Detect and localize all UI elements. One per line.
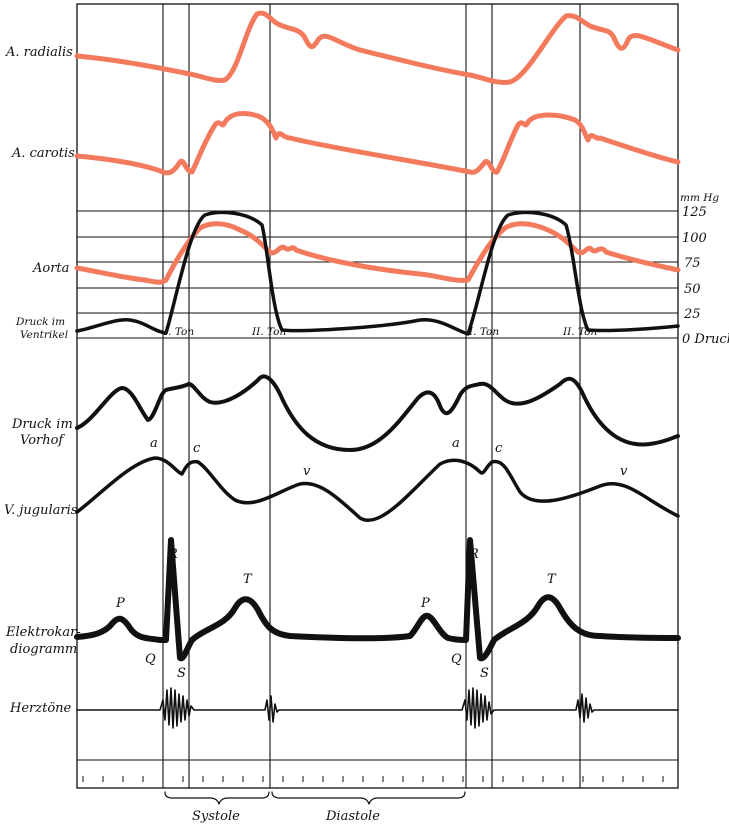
jugular-a-label-1: a (150, 436, 158, 451)
heart-sounds-trace (76, 687, 679, 729)
systole-brace (164, 791, 270, 805)
second-tone-label-1: II. Ton (251, 326, 286, 338)
ecg-p-label-2: P (420, 596, 430, 611)
first-tone-label-2: I. Ton (468, 326, 499, 338)
aorta-label: Aorta (32, 261, 69, 276)
pressure-tick-75: 75 (684, 256, 701, 271)
atrium-label-line1: Druck im (11, 417, 73, 432)
jugular-v-label-2: v (620, 464, 628, 479)
ecg-curve (74, 537, 681, 662)
pressure-tick-25: 25 (683, 307, 701, 322)
jugular-v-label-1: v (303, 464, 311, 479)
jugular-c-label-2: c (495, 441, 503, 456)
ventricle-label-line1: Druck im (15, 316, 65, 328)
jugularis-label: V. jugularis (4, 503, 78, 518)
jugular-a-label-2: a (452, 436, 460, 451)
ecg-t-label-2: T (547, 572, 557, 587)
jugular-curve (75, 456, 680, 522)
pressure-unit-label: mm Hg (680, 192, 719, 204)
event-lines (162, 4, 581, 788)
ecg-r-label-2: R (468, 547, 479, 562)
ecg-q-label-2: Q (451, 652, 462, 667)
ventricle-pressure-curve (75, 210, 680, 336)
ecg-s-label-2: S (480, 666, 489, 681)
diagram-frame (76, 3, 679, 789)
ecg-label-line2: diogramm (10, 642, 77, 657)
time-axis-ticks (82, 776, 664, 782)
ecg-q-label-1: Q (145, 652, 156, 667)
second-tone-label-2: II. Ton (562, 326, 597, 338)
first-tone-label-1: I. Ton (163, 326, 194, 338)
radialis-label: A. radialis (5, 45, 73, 60)
ventricle-label-line2: Ventrikel (20, 329, 68, 341)
carotis-label: A. carotis (11, 146, 75, 161)
jugular-c-label-1: c (193, 441, 201, 456)
ecg-r-label-1: R (167, 547, 178, 562)
radialis-curve (74, 10, 681, 85)
pressure-tick-50: 50 (684, 282, 701, 297)
ecg-label-line1: Elektrokar- (5, 625, 81, 640)
ecg-t-label-1: T (243, 572, 253, 587)
heart-sounds-label: Herztöne (9, 701, 72, 716)
atrial-pressure-curve (75, 374, 680, 452)
ecg-s-label-1: S (177, 666, 186, 681)
ecg-p-label-1: P (115, 596, 125, 611)
diastole-brace (271, 791, 466, 805)
pressure-tick-0: 0 Druck (682, 332, 729, 347)
carotis-curve (74, 111, 681, 176)
pressure-tick-125: 125 (682, 205, 707, 220)
pressure-tick-100: 100 (682, 231, 707, 246)
aorta-curve (74, 221, 681, 285)
pressure-grid (77, 210, 678, 761)
diastole-label: Diastole (325, 809, 380, 824)
atrium-label-line2: Vorhof (20, 433, 65, 448)
systole-label: Systole (192, 809, 240, 824)
